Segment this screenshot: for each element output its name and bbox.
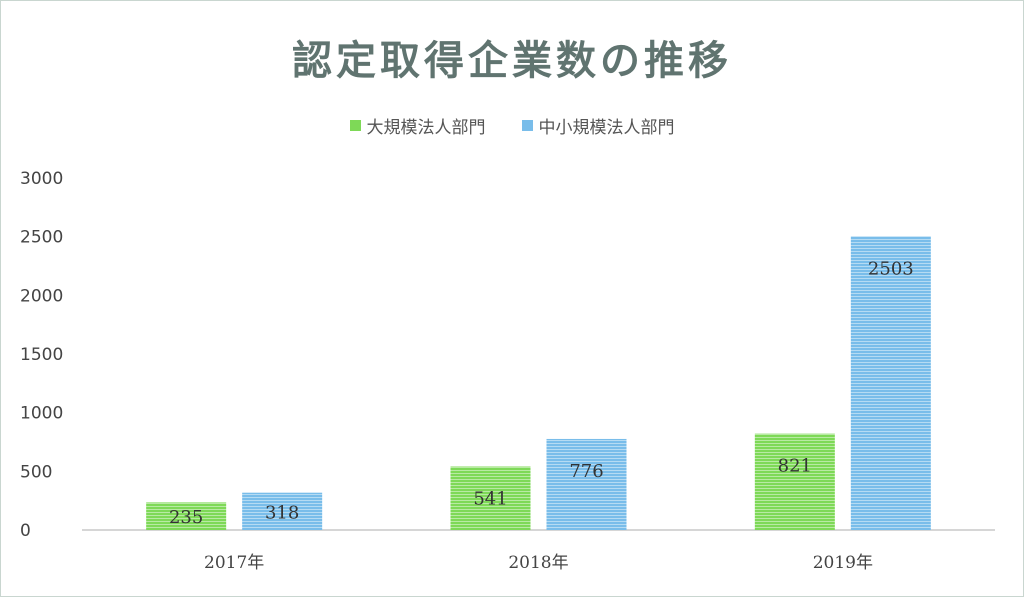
- data-label: 541: [473, 489, 507, 510]
- y-tick-label: 0: [20, 521, 31, 541]
- y-tick-label: 2000: [20, 286, 63, 306]
- data-label: 821: [778, 456, 812, 477]
- bar-small-0: [242, 492, 323, 530]
- bar-small-1: [546, 438, 627, 530]
- legend-swatch-small: [521, 120, 533, 131]
- y-tick-label: 1500: [20, 345, 63, 365]
- bar-small-2: [850, 236, 931, 530]
- data-label: 776: [569, 461, 603, 482]
- y-tick-label: 1000: [20, 404, 63, 424]
- data-label: 318: [265, 502, 299, 523]
- y-tick-label: 3000: [20, 169, 63, 189]
- bar-large-1: [450, 466, 531, 530]
- x-category-label: 2019年: [813, 553, 873, 573]
- y-tick-label: 2500: [20, 228, 63, 248]
- data-label: 235: [169, 507, 203, 528]
- legend-label-large: 大規模法人部門: [366, 118, 486, 138]
- x-category-label: 2018年: [508, 553, 568, 573]
- chart-title: 認定取得企業数の推移: [292, 37, 732, 84]
- x-category-label: 2017年: [204, 553, 264, 573]
- legend-item-small: 中小規模法人部門: [521, 113, 675, 138]
- y-tick-label: 500: [20, 462, 52, 482]
- bar-large-0: [146, 502, 227, 530]
- bar-large-2: [754, 433, 835, 530]
- data-label: 2503: [868, 258, 914, 279]
- legend-label-small: 中小規模法人部門: [538, 118, 675, 138]
- legend-swatch-large: [349, 120, 361, 131]
- legend: 大規模法人部門 中小規模法人部門: [0, 113, 1024, 138]
- legend-item-large: 大規模法人部門: [349, 113, 486, 138]
